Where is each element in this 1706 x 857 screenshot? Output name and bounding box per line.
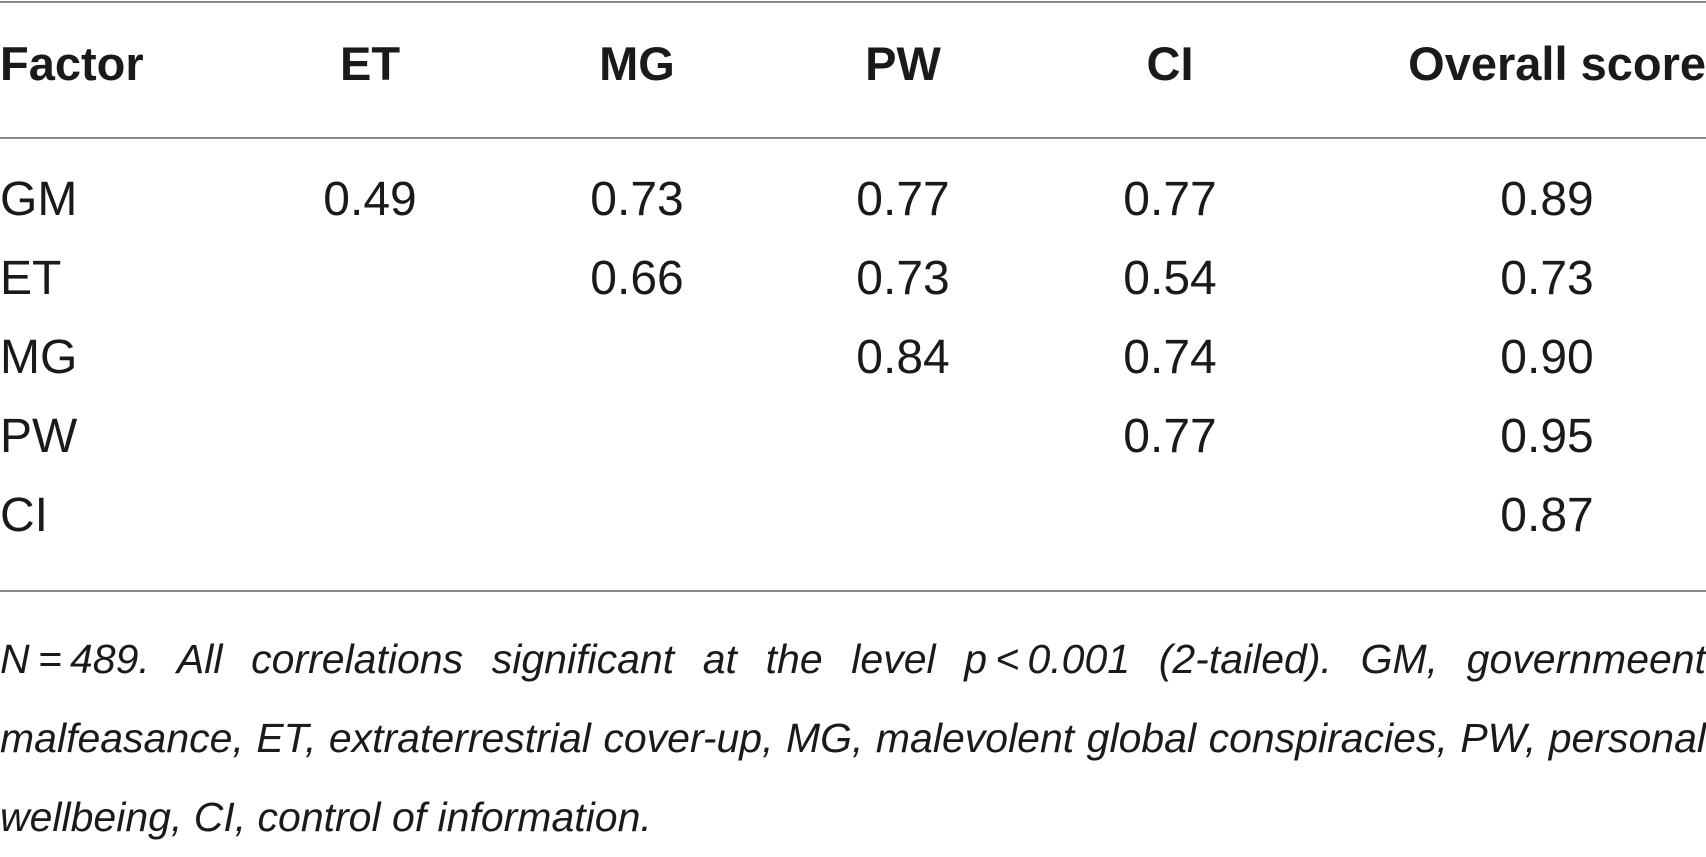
table-cell — [803, 397, 1003, 477]
table-top-rule — [0, 1, 1706, 3]
header-pw: PW — [865, 37, 941, 90]
table-cell — [537, 476, 737, 556]
row-label: GM — [0, 173, 78, 226]
table-cell: 0.49 — [323, 173, 417, 226]
table-cell: 0.77 — [1123, 410, 1217, 463]
table-cell: 0.77 — [856, 173, 950, 226]
header-factor: Factor — [0, 37, 144, 90]
row-label: PW — [0, 410, 78, 463]
row-label: ET — [0, 252, 62, 305]
table-bottom-rule — [0, 590, 1706, 592]
table-footnote: N = 489. All correlations significant at… — [0, 636, 1706, 840]
row-label: CI — [0, 489, 48, 542]
table-cell: 0.74 — [1123, 331, 1217, 384]
table-cell: 0.84 — [856, 331, 950, 384]
header-et: ET — [339, 37, 401, 90]
table-cell: 0.73 — [856, 252, 950, 305]
row-label: MG — [0, 331, 78, 384]
table-cell: 0.90 — [1500, 331, 1594, 384]
table-cell — [537, 318, 737, 398]
table-cell: 0.87 — [1500, 489, 1594, 542]
table-cell — [270, 239, 470, 319]
table-cell — [803, 476, 1003, 556]
table-cell — [1070, 476, 1270, 556]
table-cell: 0.66 — [590, 252, 684, 305]
table-cell: 0.89 — [1500, 173, 1594, 226]
table-cell — [270, 476, 470, 556]
header-ci: CI — [1146, 37, 1194, 90]
header-mg: MG — [599, 37, 675, 90]
table-cell: 0.77 — [1123, 173, 1217, 226]
table-cell — [270, 318, 470, 398]
table-cell — [270, 397, 470, 477]
table-cell: 0.73 — [590, 173, 684, 226]
table-header-rule — [0, 137, 1706, 139]
table-cell — [537, 397, 737, 477]
table-cell: 0.95 — [1500, 410, 1594, 463]
table-cell: 0.54 — [1123, 252, 1217, 305]
header-overall-score: Overall score — [1408, 37, 1706, 90]
table-cell: 0.73 — [1500, 252, 1594, 305]
